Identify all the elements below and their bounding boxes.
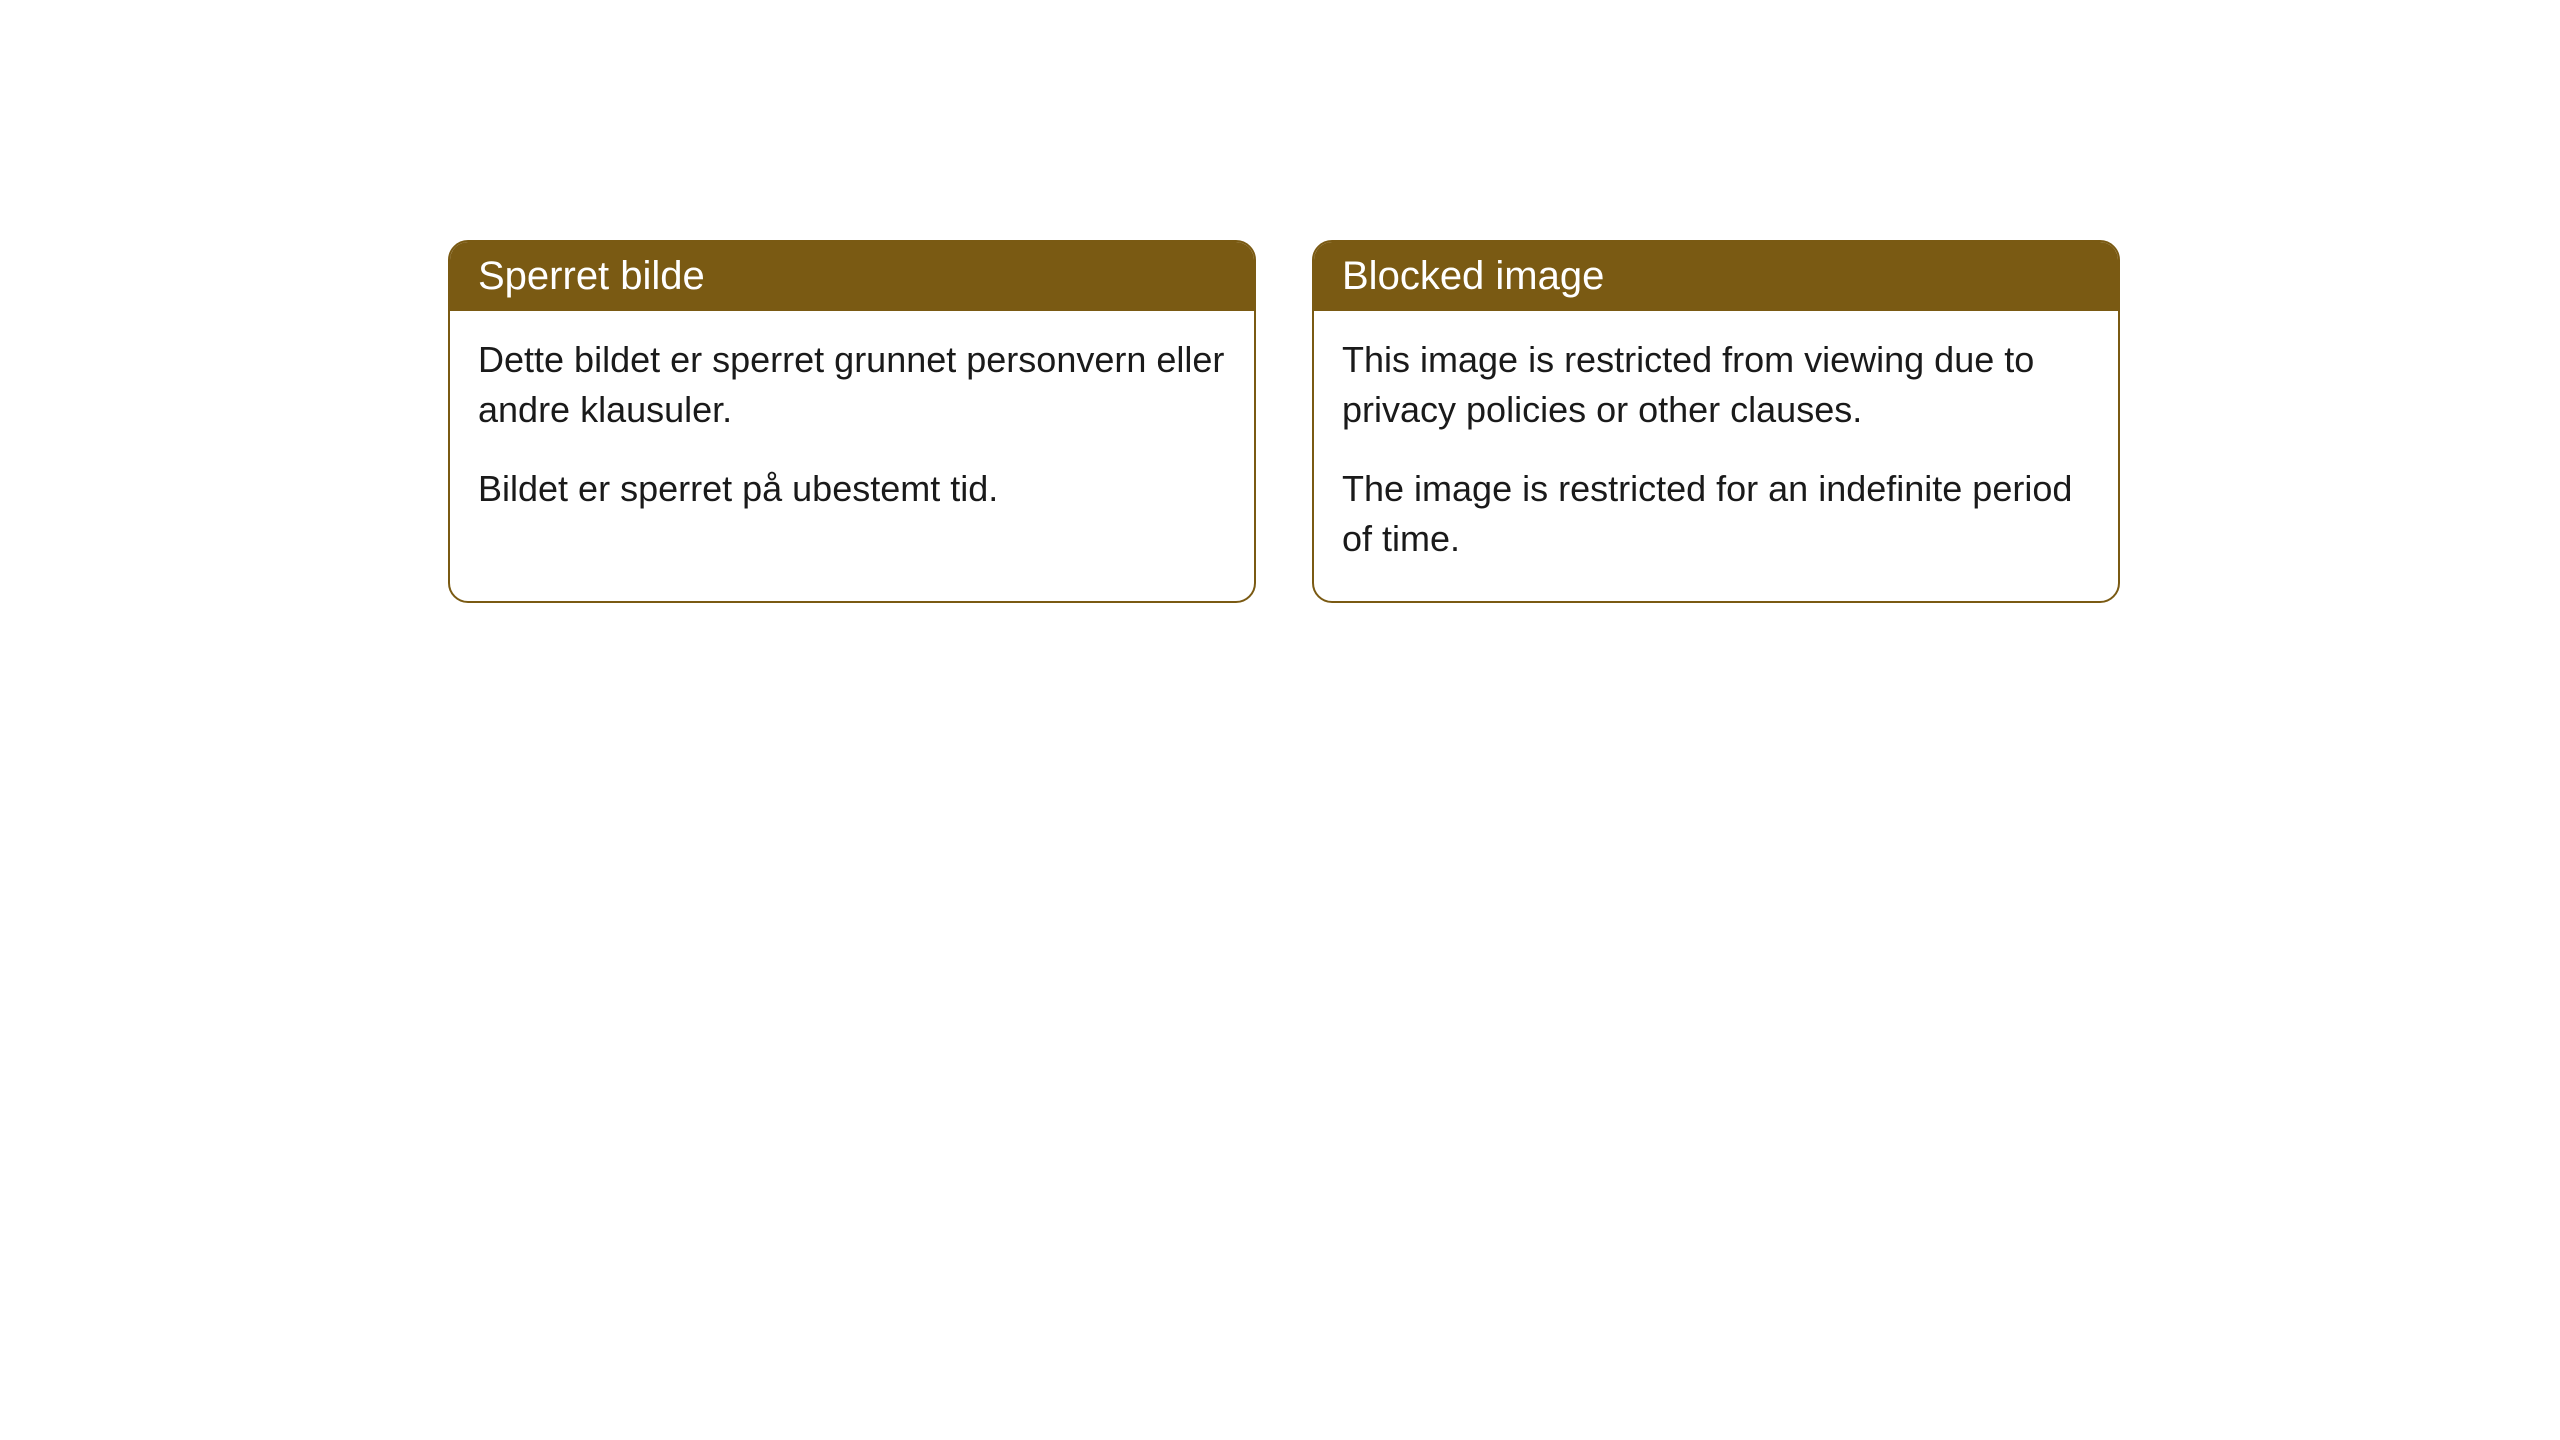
card-title: Blocked image (1342, 254, 1604, 298)
card-paragraph: Bildet er sperret på ubestemt tid. (478, 464, 1226, 514)
card-title: Sperret bilde (478, 254, 705, 298)
notice-card-norwegian: Sperret bilde Dette bildet er sperret gr… (448, 240, 1256, 603)
notice-cards-container: Sperret bilde Dette bildet er sperret gr… (0, 0, 2560, 603)
card-body: This image is restricted from viewing du… (1314, 311, 2118, 601)
card-paragraph: This image is restricted from viewing du… (1342, 335, 2090, 436)
card-header: Sperret bilde (450, 242, 1254, 311)
card-paragraph: Dette bildet er sperret grunnet personve… (478, 335, 1226, 436)
card-header: Blocked image (1314, 242, 2118, 311)
notice-card-english: Blocked image This image is restricted f… (1312, 240, 2120, 603)
card-body: Dette bildet er sperret grunnet personve… (450, 311, 1254, 550)
card-paragraph: The image is restricted for an indefinit… (1342, 464, 2090, 565)
